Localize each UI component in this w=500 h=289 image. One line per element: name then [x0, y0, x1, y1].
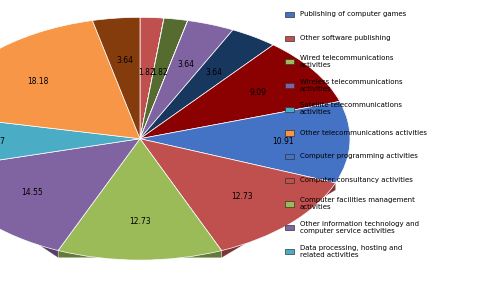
Bar	[285, 107, 294, 112]
Wedge shape	[0, 114, 140, 169]
Text: Satellite telecommunications
activities: Satellite telecommunications activities	[300, 103, 402, 115]
Text: 3.64: 3.64	[206, 68, 222, 77]
Wedge shape	[140, 30, 273, 139]
Text: Data processing, hosting and
related activities: Data processing, hosting and related act…	[300, 245, 402, 257]
Text: Publishing of computer games: Publishing of computer games	[300, 11, 406, 17]
Bar	[285, 154, 294, 159]
Wedge shape	[140, 45, 340, 139]
Text: Other telecommunications activities: Other telecommunications activities	[300, 130, 427, 136]
Wedge shape	[0, 139, 140, 251]
Bar	[285, 178, 294, 183]
Wedge shape	[140, 18, 164, 139]
Text: 14.55: 14.55	[21, 188, 43, 197]
Text: 7.27: 7.27	[0, 136, 6, 146]
Wedge shape	[140, 21, 233, 139]
Text: 1.82: 1.82	[152, 68, 168, 77]
Text: Other software publishing: Other software publishing	[300, 35, 390, 41]
Bar	[285, 59, 294, 64]
Wedge shape	[140, 101, 350, 183]
Text: 9.09: 9.09	[250, 88, 266, 97]
Text: Wired telecommunications
activities: Wired telecommunications activities	[300, 55, 394, 68]
Wedge shape	[140, 139, 336, 251]
Bar	[285, 83, 294, 88]
Text: Computer consultancy activities: Computer consultancy activities	[300, 177, 413, 183]
Bar	[285, 12, 294, 17]
Polygon shape	[336, 101, 340, 190]
Bar	[285, 130, 294, 136]
Bar	[285, 201, 294, 207]
Wedge shape	[140, 18, 188, 139]
Text: 12.73: 12.73	[129, 217, 150, 226]
Text: Other information technology and
computer service activities: Other information technology and compute…	[300, 221, 419, 234]
Polygon shape	[0, 169, 58, 258]
Wedge shape	[92, 17, 140, 139]
Wedge shape	[0, 21, 140, 139]
Text: Computer programming activities: Computer programming activities	[300, 153, 418, 159]
Bar	[285, 225, 294, 230]
Text: Wireless telecommunications
activities: Wireless telecommunications activities	[300, 79, 402, 92]
Wedge shape	[58, 139, 222, 260]
Bar	[285, 249, 294, 254]
Text: 3.64: 3.64	[178, 60, 194, 69]
Text: Computer facilities management
activities: Computer facilities management activitie…	[300, 197, 415, 210]
Text: 3.64: 3.64	[116, 56, 133, 65]
Text: 18.18: 18.18	[27, 77, 48, 86]
Text: 12.73: 12.73	[232, 192, 253, 201]
Wedge shape	[140, 17, 164, 139]
Polygon shape	[222, 183, 336, 258]
Polygon shape	[58, 251, 222, 258]
Bar	[285, 36, 294, 41]
Wedge shape	[140, 21, 188, 139]
Text: 10.91: 10.91	[272, 137, 293, 146]
Text: 1.82: 1.82	[138, 68, 155, 77]
